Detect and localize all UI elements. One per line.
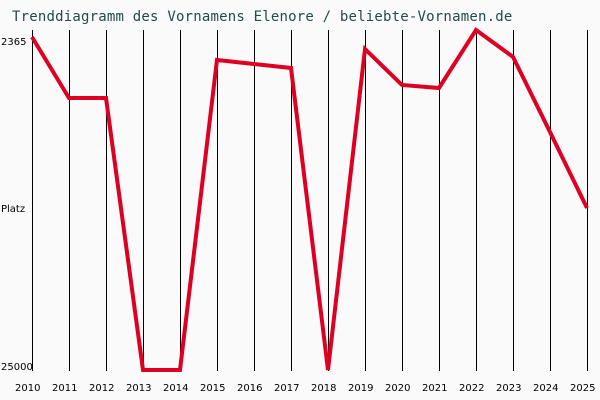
x-axis-label: 2011 bbox=[52, 383, 77, 394]
x-axis-label: 2010 bbox=[15, 383, 40, 394]
x-axis-label: 2023 bbox=[496, 383, 521, 394]
vertical-gridlines bbox=[32, 30, 588, 371]
x-axis-label: 2025 bbox=[570, 383, 595, 394]
x-axis-label: 2014 bbox=[163, 383, 188, 394]
y-axis-title: Platz bbox=[1, 204, 25, 215]
x-axis-label: 2021 bbox=[422, 383, 447, 394]
x-axis-label: 2018 bbox=[311, 383, 336, 394]
y-axis-bottom-label: 25000 bbox=[1, 362, 33, 373]
x-axis-label: 2013 bbox=[126, 383, 151, 394]
chart-title: Trenddiagramm des Vornamens Elenore / be… bbox=[12, 9, 513, 25]
x-axis-label: 2015 bbox=[200, 383, 225, 394]
y-axis-top-label: 2365 bbox=[1, 37, 26, 48]
x-axis-label: 2024 bbox=[533, 383, 558, 394]
x-axis-label: 2022 bbox=[459, 383, 484, 394]
x-axis-label: 2020 bbox=[385, 383, 410, 394]
x-axis-label: 2019 bbox=[348, 383, 373, 394]
x-axis-label: 2016 bbox=[237, 383, 262, 394]
x-axis-label: 2012 bbox=[89, 383, 114, 394]
x-axis-labels: 2010 2011 2012 2013 2014 2015 2016 2017 2018 2019… bbox=[15, 383, 595, 394]
x-axis-label: 2017 bbox=[274, 383, 299, 394]
trend-line bbox=[30, 27, 589, 372]
